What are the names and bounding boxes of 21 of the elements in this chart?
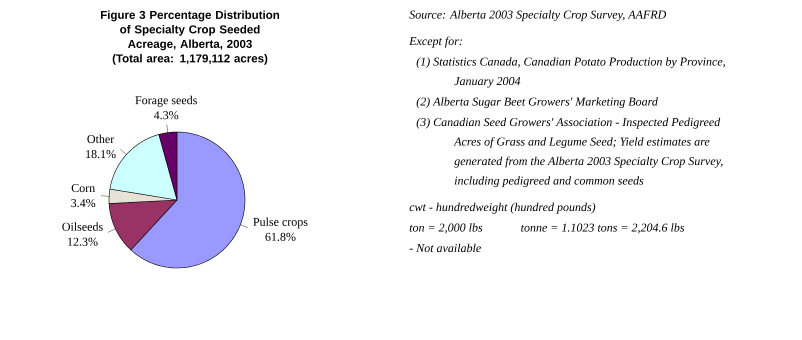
chart-subtitle: (Total area: 1,179,112 acres) (112, 54, 268, 65)
data-label: 3.4% (71, 198, 96, 208)
slice-label: Other (87, 134, 114, 144)
slice-label: Corn (72, 184, 96, 192)
text: (3) Canadian Seed Growers' Association - Inspected Pedigreed Acres of Grass and Legume Seed; Yield estimates are generated from the Alberta 2003 Specialty Crop Survey, including pedigreed and common seeds (416, 118, 723, 188)
text: Except for: (409, 36, 462, 48)
text: ton = 2,000 lbs (410, 223, 482, 234)
data-label: 18.1% (86, 150, 116, 158)
text: (1) Statistics Canada, Canadian Potato Production by Province, January 2004 (416, 57, 725, 88)
chart-title: Figure 3 Percentage Distribution of Specialty Crop Seeded Acreage, Alberta, 2003 (100, 10, 280, 50)
text: - Not available (410, 244, 481, 252)
data-label: 4.3% (154, 111, 178, 120)
data-label: 61.8% (265, 232, 296, 241)
slice-label: Oilseeds (62, 222, 103, 231)
data-label: 12.3% (68, 238, 98, 246)
text: cwt - hundredweight (hundred pounds) (410, 202, 596, 214)
source-note: Source: Alberta 2003 Specialty Crop Survey, AAFRD (409, 10, 666, 22)
slice-label: Pulse crops (253, 217, 308, 228)
text: tonne = 1.1023 tons = 2,204.6 lbs (521, 223, 684, 234)
slice-label: Forage seeds (135, 96, 197, 107)
text: (2) Alberta Sugar Beet Growers' Marketing Board (416, 97, 658, 108)
